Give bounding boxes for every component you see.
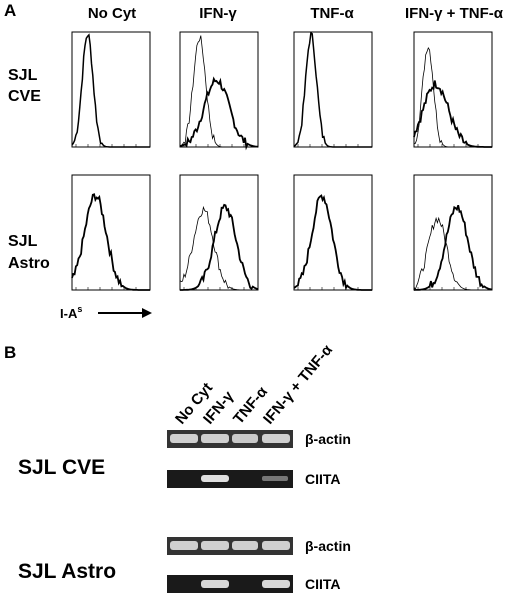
column-header: TNF-α [310,5,354,22]
gel-band [262,541,290,550]
gel-band [262,580,290,588]
gel-strip [167,575,293,593]
panel-label: B [4,343,16,362]
column-header: IFN-γ [199,5,237,22]
band-label: β-actin [305,538,351,554]
histogram-curve [179,35,258,148]
histogram-curve [179,205,258,291]
arrow-head [142,308,152,318]
gel-band [201,434,229,443]
gel-band [262,476,288,481]
gel-band [201,541,229,550]
histogram-frame [293,174,373,291]
row-label: SJL [8,233,38,250]
histogram-curve [71,33,150,148]
panel-label: A [4,1,16,20]
band-label: β-actin [305,431,351,447]
gel [167,430,293,593]
gel-band [262,434,290,443]
histogram-curve [413,80,492,148]
gel-strip [167,537,293,555]
histogram-curve [413,216,492,291]
gel-band [232,541,258,550]
group-label: SJL Astro [18,560,116,583]
histogram-curve [293,31,372,148]
column-header: No Cyt [88,5,136,22]
histogram-curve [179,76,259,151]
histogram-frame [413,31,493,148]
column-header: IFN-γ + TNF-α [405,5,504,22]
band-label: CIITA [305,471,341,487]
histogram-frame [293,31,373,148]
band-label: CIITA [305,576,341,592]
histogram-curve [71,193,150,291]
gel-band [201,475,229,482]
gel-band [201,580,229,588]
row-label: Astro [8,255,50,272]
histogram-frame [179,174,259,291]
gel-strip [167,470,293,488]
histogram-frame [179,31,259,148]
gel-band [170,434,198,443]
row-label: SJL [8,67,38,84]
histogram-curve [413,204,493,291]
axis-label-text: I-A [60,306,78,321]
gel-band [232,434,258,443]
lane-label: IFN-γ + TNF-α [260,341,336,428]
histogram-curve [293,194,372,291]
axis-label: I-As [60,304,82,321]
histogram-curve [180,203,259,291]
group-label: SJL CVE [18,456,105,479]
gel-band [170,541,198,550]
histogram-frame [413,174,493,291]
histogram-frame [71,174,151,291]
axis-label-sup: s [77,304,82,314]
gel-strip [167,430,293,448]
histogram-frame [71,31,151,148]
row-label: CVE [8,88,41,105]
